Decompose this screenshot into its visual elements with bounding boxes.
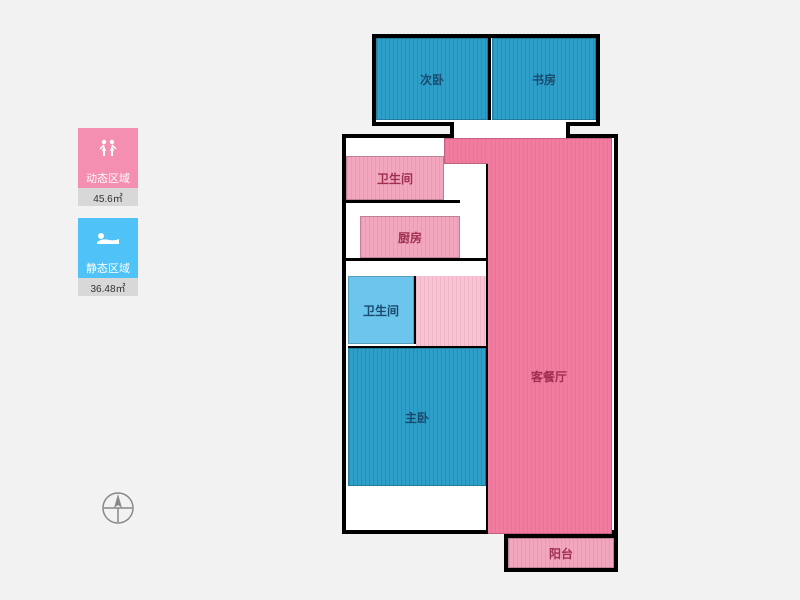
corridor-horiz bbox=[350, 262, 486, 274]
room-bathroom-1: 卫生间 bbox=[346, 156, 444, 200]
room-living-dining: 客餐厅 bbox=[486, 138, 612, 534]
divider-living-left bbox=[486, 164, 488, 534]
divider-kitchen-bottom bbox=[346, 258, 486, 261]
label-master-bedroom: 主卧 bbox=[405, 409, 429, 426]
legend-dynamic: 动态区域 45.6㎡ bbox=[78, 128, 138, 206]
legend-dynamic-value: 45.6㎡ bbox=[78, 188, 138, 206]
corridor-vert bbox=[460, 200, 486, 260]
legend-dynamic-icon-box bbox=[78, 128, 138, 168]
label-study: 书房 bbox=[532, 71, 556, 88]
label-bathroom-1: 卫生间 bbox=[377, 170, 413, 187]
room-study: 书房 bbox=[492, 38, 596, 120]
compass-icon bbox=[100, 490, 136, 526]
room-second-bedroom: 次卧 bbox=[376, 38, 488, 120]
sleep-icon bbox=[95, 228, 121, 248]
room-living-ext bbox=[444, 138, 488, 164]
room-master-bedroom: 主卧 bbox=[348, 348, 486, 486]
divider-bathroom1-bottom bbox=[346, 200, 460, 203]
label-balcony: 阳台 bbox=[549, 545, 573, 562]
room-corridor-area bbox=[416, 276, 486, 346]
label-second-bedroom: 次卧 bbox=[420, 71, 444, 88]
legend-static: 静态区域 36.48㎡ bbox=[78, 218, 138, 296]
room-bathroom-2: 卫生间 bbox=[348, 276, 414, 344]
room-kitchen: 厨房 bbox=[360, 216, 460, 258]
legend-static-value: 36.48㎡ bbox=[78, 278, 138, 296]
legend-static-label: 静态区域 bbox=[78, 258, 138, 278]
divider-bathroom2-right bbox=[414, 276, 416, 344]
label-bathroom-2: 卫生间 bbox=[363, 302, 399, 319]
legend-static-icon-box bbox=[78, 218, 138, 258]
divider-master-top bbox=[348, 346, 486, 348]
gap-lower-left bbox=[348, 488, 486, 530]
room-balcony: 阳台 bbox=[508, 538, 614, 568]
label-kitchen: 厨房 bbox=[398, 229, 422, 246]
label-living-dining: 客餐厅 bbox=[531, 368, 567, 385]
wall-connector bbox=[450, 122, 570, 138]
floorplan: 次卧 书房 客餐厅 卫生间 厨房 卫生间 主卧 阳台 bbox=[330, 30, 670, 570]
people-icon bbox=[96, 136, 120, 160]
legend-dynamic-label: 动态区域 bbox=[78, 168, 138, 188]
divider-top-rooms bbox=[488, 38, 491, 120]
